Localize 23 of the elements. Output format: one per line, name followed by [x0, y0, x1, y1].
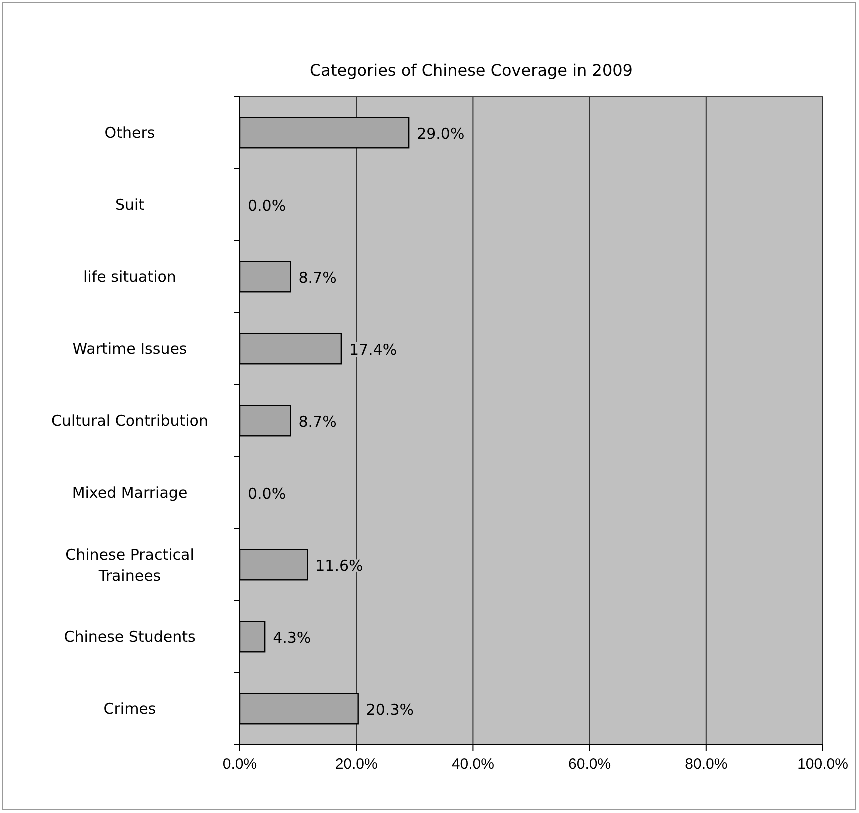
y-tick-label: Suit — [115, 196, 145, 214]
x-tick-label: 20.0% — [335, 756, 378, 773]
data-label: 20.3% — [366, 701, 414, 719]
y-tick-label: Chinese Practical Trainees — [66, 546, 194, 585]
y-tick-label: Crimes — [104, 700, 156, 718]
data-label: 4.3% — [273, 629, 312, 647]
y-tick-label: Others — [104, 124, 156, 142]
data-label: 0.0% — [248, 197, 286, 215]
x-tick-label: 0.0% — [222, 756, 258, 773]
y-tick-label: Mixed Marriage — [72, 484, 188, 502]
x-tick-label: 100.0% — [798, 756, 848, 773]
data-label: 0.0% — [248, 485, 286, 503]
data-label: 29.0% — [417, 125, 465, 143]
data-label: 8.7% — [298, 413, 337, 431]
data-label: 8.7% — [298, 269, 337, 287]
x-tick-label: 60.0% — [568, 756, 612, 773]
chart-title: Categories of Chinese Coverage in 2009 — [310, 61, 633, 80]
y-tick-label: Chinese Students — [64, 628, 196, 646]
x-tick-label: 80.0% — [685, 756, 728, 773]
y-tick-label: life situation — [84, 268, 176, 286]
y-tick-label: Cultural Contribution — [52, 412, 208, 430]
y-tick-label: Wartime Issues — [72, 340, 188, 358]
x-tick-label: 40.0% — [452, 756, 494, 773]
